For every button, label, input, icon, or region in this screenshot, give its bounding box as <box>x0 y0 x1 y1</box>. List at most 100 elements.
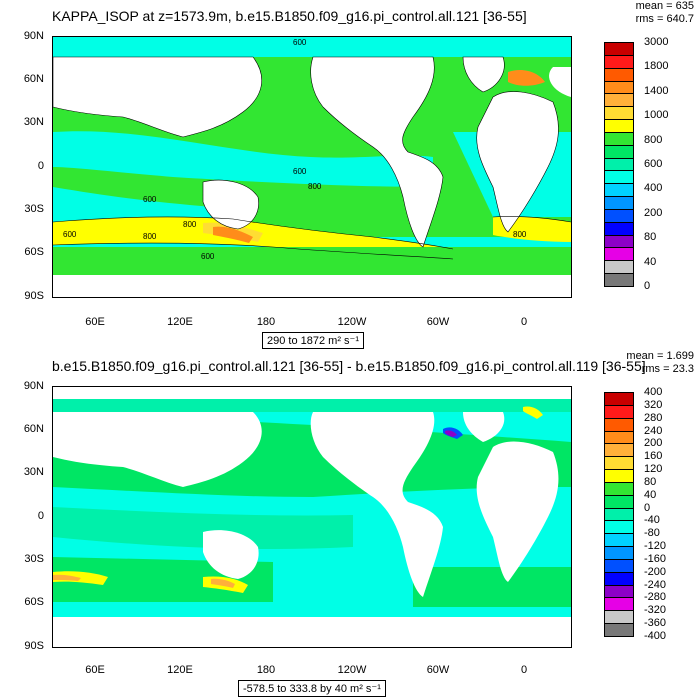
panel2-map-svg <box>53 387 571 647</box>
colorbar-level-label: -120 <box>644 540 667 553</box>
colorbar-swatch <box>604 481 634 496</box>
colorbar-swatch <box>604 520 634 535</box>
panel2-lon-label: 60W <box>426 664 450 676</box>
panel1-lon-label: 120E <box>167 316 193 328</box>
colorbar-level-label: -320 <box>644 604 667 617</box>
panel2-colorbar: 400 320 280 240 200 160 120 80 40 0 -40 -80 -120 -160… <box>604 386 694 642</box>
panel1-colorbar: 3000 1800 1400 1000 800 600 400 200 80 40 0 <box>604 36 694 292</box>
colorbar-swatch <box>604 260 634 275</box>
panel2-lat-label: 0 <box>37 510 44 522</box>
panel2-mean: mean = 1.699 <box>626 350 694 362</box>
panel1-contour-label: 600 <box>293 167 307 176</box>
colorbar-swatch <box>604 131 634 146</box>
panel1-lat-label: 30S <box>24 203 44 215</box>
colorbar-swatch <box>604 196 634 210</box>
panel1-contour-label: 800 <box>183 220 197 229</box>
colorbar-level-label: 1000 <box>644 109 669 122</box>
colorbar-swatch <box>604 623 634 637</box>
colorbar-level-label: 320 <box>644 398 663 411</box>
colorbar-swatch <box>604 157 634 172</box>
panel1-lat-label: 0 <box>37 160 44 172</box>
colorbar-swatch <box>604 494 634 509</box>
panel1-range-label: 290 to 1872 m² s⁻¹ <box>262 332 365 349</box>
panel2-rms: rms = 23.3 <box>641 363 694 375</box>
colorbar-swatch <box>604 507 634 522</box>
colorbar-swatch <box>604 234 634 249</box>
colorbar-level-label: 120 <box>644 463 663 476</box>
colorbar-level-label: -160 <box>644 552 667 565</box>
panel1-contour-label: 800 <box>308 182 322 191</box>
colorbar-level-label: 400 <box>644 386 663 398</box>
panel1-map: 600 800 600 600 800 600 800 800 600 <box>52 36 572 298</box>
panel1-mean: mean = 635 <box>635 0 694 12</box>
colorbar-swatch <box>604 42 634 56</box>
colorbar-swatch <box>604 597 634 612</box>
panel1-lon-label: 180 <box>256 316 276 328</box>
panel1-contour-label: 600 <box>63 230 77 239</box>
panel2-lon-label: 180 <box>256 664 276 676</box>
colorbar-level-label: 80 <box>644 475 657 488</box>
panel2-stats: mean = 1.699 rms = 23.3 <box>626 350 694 376</box>
panel2-lat-label: 90N <box>23 380 44 392</box>
colorbar-swatch <box>604 430 634 445</box>
colorbar-level-label: -400 <box>644 630 667 642</box>
colorbar-level-label: -240 <box>644 578 667 591</box>
colorbar-swatch <box>604 584 634 599</box>
colorbar-swatch <box>604 170 634 185</box>
panel1-stats: mean = 635 rms = 640.7 <box>636 0 694 26</box>
colorbar-swatch <box>604 183 634 198</box>
panel2-lat-label: 60S <box>24 596 44 608</box>
colorbar-swatch <box>604 273 634 287</box>
colorbar-swatch <box>604 93 634 108</box>
colorbar-level-label: -80 <box>644 527 660 540</box>
colorbar-level-label: 200 <box>644 437 663 450</box>
panel2-lon-label: 120E <box>167 664 193 676</box>
panel2-lon-label: 120W <box>337 664 367 676</box>
panel1-contour-label: 800 <box>143 232 157 241</box>
colorbar-swatch <box>604 144 634 159</box>
panel2-lat-label: 30S <box>24 553 44 565</box>
colorbar-level-label: 80 <box>644 231 657 244</box>
colorbar-swatch <box>604 546 634 560</box>
colorbar-level-label: 600 <box>644 158 663 170</box>
colorbar-level-label: 40 <box>644 488 657 501</box>
panel1-lon-label: 120W <box>337 316 367 328</box>
panel1-lat-label: 90S <box>24 290 44 302</box>
colorbar-swatch <box>604 404 634 419</box>
colorbar-level-label: -360 <box>644 617 667 630</box>
panel2-lat-label: 60N <box>23 423 44 435</box>
colorbar-swatch <box>604 533 634 548</box>
panel1-lon-label: 60W <box>426 316 450 328</box>
colorbar-level-label: 400 <box>644 182 663 195</box>
colorbar-swatch <box>604 417 634 432</box>
panel1-lon-label: 60E <box>85 316 105 328</box>
panel1-contour-label: 600 <box>293 38 307 47</box>
panel1-contour-label: 600 <box>201 252 215 261</box>
panel1-contour-label: 600 <box>143 195 157 204</box>
panel2-lat-label: 30N <box>23 466 44 478</box>
colorbar-level-label: 160 <box>644 450 663 463</box>
colorbar-level-label: 3000 <box>644 36 669 48</box>
colorbar-swatch <box>604 443 634 458</box>
colorbar-level-label: 1800 <box>644 60 669 73</box>
colorbar-swatch <box>604 558 634 573</box>
colorbar-level-label: -40 <box>644 514 660 527</box>
colorbar-level-label: -200 <box>644 565 667 578</box>
colorbar-swatch <box>604 247 634 262</box>
colorbar-swatch <box>604 80 634 95</box>
colorbar-level-label: 800 <box>644 133 663 146</box>
panel1-lat-label: 30N <box>23 116 44 128</box>
colorbar-swatch <box>604 571 634 586</box>
panel1-lat-label: 90N <box>23 30 44 42</box>
colorbar-level-label: 280 <box>644 411 663 424</box>
panel1-lon-label: 0 <box>520 316 528 328</box>
panel2-range-label: -578.5 to 333.8 by 40 m² s⁻¹ <box>238 680 386 697</box>
panel1-lat-label: 60S <box>24 246 44 258</box>
colorbar-swatch <box>604 67 634 82</box>
colorbar-swatch <box>604 610 634 625</box>
colorbar-level-label: 40 <box>644 255 657 268</box>
colorbar-level-label: -280 <box>644 591 667 604</box>
panel2-lat-label: 90S <box>24 640 44 652</box>
panel2-title: b.e15.B1850.f09_g16.pi_control.all.121 [… <box>52 358 646 374</box>
panel2-map <box>52 386 572 648</box>
